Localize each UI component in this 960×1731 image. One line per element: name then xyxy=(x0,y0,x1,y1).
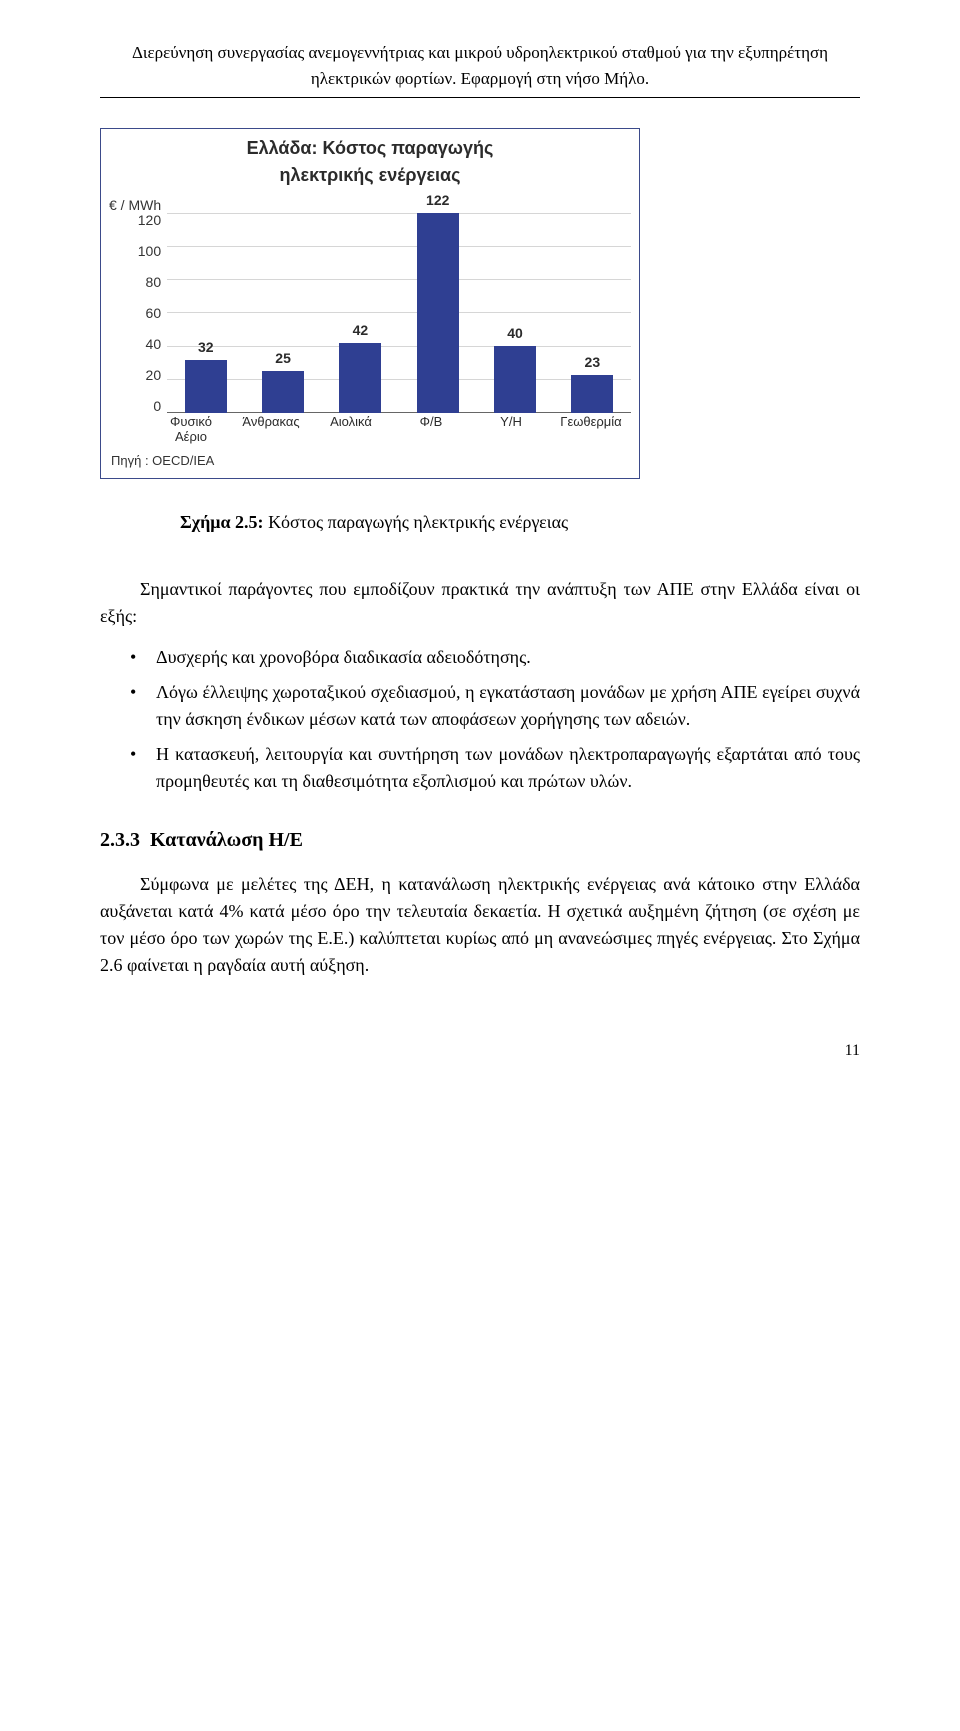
chart-title: Ελλάδα: Κόστος παραγωγής ηλεκτρικής ενέρ… xyxy=(101,129,639,191)
bar xyxy=(417,213,459,413)
section-paragraph: Σύμφωνα με μελέτες της ΔΕΗ, η κατανάλωση… xyxy=(100,871,860,979)
y-axis-unit: € / MWh xyxy=(109,195,161,213)
list-item: Η κατασκευή, λειτουργία και συντήρηση τω… xyxy=(100,741,860,795)
y-tick: 40 xyxy=(138,337,161,351)
bar-value-label: 40 xyxy=(507,323,523,344)
page-header: Διερεύνηση συνεργασίας ανεμογεννήτριας κ… xyxy=(100,40,860,98)
x-axis-labels: ΦυσικόΑέριο Άνθρακας Αιολικά Φ/Β Υ/Η Γεωθερμί… xyxy=(101,413,639,445)
bar-wrap: 42 xyxy=(328,320,393,413)
y-tick: 20 xyxy=(138,368,161,382)
section-title: Κατανάλωση Η/Ε xyxy=(150,829,303,851)
bar xyxy=(185,360,227,413)
y-tick: 120 xyxy=(138,213,161,227)
chart-title-line-2: ηλεκτρικής ενέργειας xyxy=(280,165,461,185)
x-tick-label: Υ/Η xyxy=(477,415,544,445)
bars-container: 3225421224023 xyxy=(167,213,631,413)
bar-wrap: 23 xyxy=(560,352,625,413)
bar-wrap: 32 xyxy=(173,337,238,413)
chart-title-line-1: Ελλάδα: Κόστος παραγωγής xyxy=(247,138,494,158)
bar-value-label: 23 xyxy=(585,352,601,373)
bar-wrap: 122 xyxy=(405,190,470,413)
bar-value-label: 32 xyxy=(198,337,214,358)
plot-area: 3225421224023 xyxy=(167,195,631,413)
y-axis: € / MWh 120 100 80 60 40 20 0 xyxy=(109,195,167,413)
x-tick-label: Άνθρακας xyxy=(237,415,304,445)
section-heading: 2.3.3 Κατανάλωση Η/Ε xyxy=(100,825,860,855)
bar-wrap: 40 xyxy=(483,323,548,413)
list-item: Δυσχερής και χρονοβόρα διαδικασία αδειοδ… xyxy=(100,644,860,671)
chart-body: € / MWh 120 100 80 60 40 20 0 3225421 xyxy=(101,191,639,413)
chart-source: Πηγή : OECD/IEA xyxy=(101,445,639,479)
bullet-list: Δυσχερής και χρονοβόρα διαδικασία αδειοδ… xyxy=(100,644,860,795)
bar xyxy=(571,375,613,413)
page-number: 11 xyxy=(100,1039,860,1063)
x-tick-label: Γεωθερμία xyxy=(557,415,624,445)
bar xyxy=(339,343,381,413)
y-tick: 100 xyxy=(138,244,161,258)
list-item: Λόγω έλλειψης χωροταξικού σχεδιασμού, η … xyxy=(100,679,860,733)
bar-value-label: 25 xyxy=(275,348,291,369)
y-tick: 0 xyxy=(138,399,161,413)
caption-lead: Σχήμα 2.5: xyxy=(180,512,264,532)
x-tick-label: ΦυσικόΑέριο xyxy=(157,415,224,445)
bar-value-label: 122 xyxy=(426,190,449,211)
bar xyxy=(262,371,304,413)
cost-chart-frame: Ελλάδα: Κόστος παραγωγής ηλεκτρικής ενέρ… xyxy=(100,128,640,479)
y-tick: 80 xyxy=(138,275,161,289)
figure-caption: Σχήμα 2.5: Κόστος παραγωγής ηλεκτρικής ε… xyxy=(180,509,860,536)
x-tick-label: Αιολικά xyxy=(317,415,384,445)
y-axis-ticks: 120 100 80 60 40 20 0 xyxy=(138,213,161,413)
section-number: 2.3.3 xyxy=(100,829,140,851)
header-line-2: ηλεκτρικών φορτίων. Εφαρμογή στη νήσο Μή… xyxy=(100,66,860,92)
bar-wrap: 25 xyxy=(251,348,316,413)
intro-paragraph: Σημαντικοί παράγοντες που εμποδίζουν πρα… xyxy=(100,576,860,630)
y-tick: 60 xyxy=(138,306,161,320)
caption-text: Κόστος παραγωγής ηλεκτρικής ενέργειας xyxy=(264,512,569,532)
bar xyxy=(494,346,536,413)
header-line-1: Διερεύνηση συνεργασίας ανεμογεννήτριας κ… xyxy=(100,40,860,66)
bar-value-label: 42 xyxy=(353,320,369,341)
x-tick-label: Φ/Β xyxy=(397,415,464,445)
